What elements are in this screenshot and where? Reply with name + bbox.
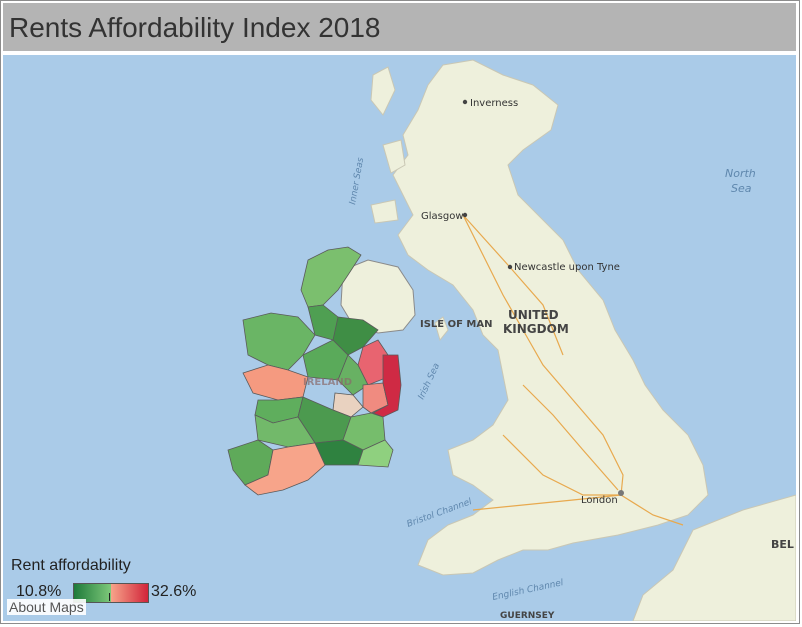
sea-label-sea: Sea	[731, 182, 752, 195]
county-donegal[interactable]	[300, 246, 362, 308]
legend-midpoint-tick	[109, 593, 110, 601]
legend-green-segment	[74, 584, 111, 602]
city-label-london: London	[581, 495, 618, 506]
northern-ireland-landmass	[340, 259, 416, 334]
map-legend: Rent affordability 10.8% 32.6%	[11, 557, 211, 617]
county-galway[interactable]	[242, 364, 309, 401]
legend-red-segment	[111, 584, 148, 602]
mull-island	[370, 199, 399, 224]
map-view[interactable]: Inverness Glasgow Newcastle upon Tyne Lo…	[3, 55, 796, 621]
city-label-glasgow: Glasgow	[421, 211, 464, 222]
road-network	[462, 214, 684, 526]
legend-title: Rent affordability	[11, 557, 131, 574]
legend-color-scale	[73, 583, 149, 603]
hebrides-island	[370, 66, 396, 116]
about-maps-link[interactable]: About Maps	[7, 599, 86, 615]
france-coast	[632, 494, 796, 621]
county-offaly[interactable]	[332, 392, 364, 418]
page-title: Rents Affordability Index 2018	[9, 12, 381, 43]
legend-min-value: 10.8%	[16, 583, 62, 600]
map-canvas[interactable]: Inverness Glasgow Newcastle upon Tyne Lo…	[3, 55, 796, 621]
city-marker-london	[618, 490, 624, 496]
ireland-counties[interactable]	[227, 246, 402, 496]
title-bar: Rents Affordability Index 2018	[3, 3, 796, 53]
city-marker-glasgow	[462, 212, 468, 218]
isle-of-man-landmass	[434, 316, 449, 342]
place-label-guernsey: GUERNSEY	[500, 611, 555, 621]
legend-max-value: 32.6%	[151, 583, 197, 600]
place-label-isle-of-man: ISLE OF MAN	[420, 319, 492, 330]
place-label-bel: BEL	[771, 538, 794, 551]
city-marker-newcastle	[507, 264, 513, 270]
city-label-inverness: Inverness	[470, 98, 518, 109]
city-marker-inverness	[462, 99, 468, 105]
county-westmeath-longford[interactable]	[337, 354, 369, 396]
place-label-ireland: IRELAND	[303, 377, 352, 388]
great-britain-landmass	[392, 59, 709, 576]
sea-label-north: North	[725, 167, 756, 180]
place-label-united: UNITED	[508, 308, 559, 322]
city-label-newcastle: Newcastle upon Tyne	[514, 262, 620, 273]
skye-island	[382, 139, 406, 174]
county-wexford[interactable]	[357, 439, 394, 468]
place-label-kingdom: KINGDOM	[503, 322, 569, 336]
county-kildare[interactable]	[362, 382, 389, 414]
